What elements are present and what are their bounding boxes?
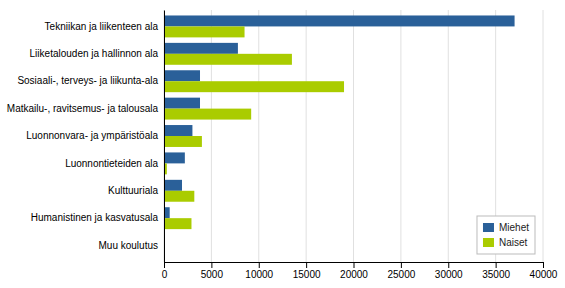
tick-label: 30000	[435, 269, 463, 280]
tick-label: Luonnontieteiden ala	[65, 158, 158, 169]
tick: 30000	[435, 262, 463, 280]
tick: 35000	[482, 262, 510, 280]
tick-mark	[543, 262, 544, 268]
tick: Luonnontieteiden ala	[65, 158, 158, 169]
tick: 40000	[530, 262, 558, 280]
tick-label: Muu koulutus	[99, 240, 158, 251]
bar	[164, 136, 202, 147]
tick: Sosiaali-, terveys- ja liikunta-ala	[17, 75, 158, 86]
bar	[164, 218, 191, 229]
bar	[164, 109, 251, 120]
tick-mark	[448, 262, 449, 268]
bar	[164, 43, 238, 54]
tick: Liiketalouden ja hallinnon ala	[30, 48, 159, 59]
tick-label: 35000	[482, 269, 510, 280]
bar	[164, 81, 344, 92]
bar	[164, 26, 245, 37]
tick-mark	[496, 262, 497, 268]
tick-mark	[401, 262, 402, 268]
grid-line	[306, 10, 307, 262]
bar	[164, 15, 515, 26]
tick-label: Matkailu-, ravitsemus- ja talousala	[7, 103, 159, 114]
axis-line	[165, 263, 544, 269]
bar	[164, 125, 192, 136]
axis-line	[164, 11, 165, 263]
bar	[164, 191, 194, 202]
tick-mark	[306, 262, 307, 268]
tick-label: Kulttuuriala	[108, 185, 158, 196]
plot: 0 5000 10000 15000 20000 25000 30000 35000 40000…	[7, 10, 558, 280]
tick-label: 40000	[530, 269, 558, 280]
tick: Kulttuuriala	[108, 185, 158, 196]
tick-label: 15000	[293, 269, 321, 280]
legend-swatch	[483, 223, 494, 232]
bar	[164, 54, 292, 65]
tick-mark	[259, 262, 260, 268]
bar	[164, 152, 185, 163]
tick-label: 0	[162, 269, 168, 280]
tick-label: Humanistinen ja kasvatusala	[31, 212, 159, 223]
tick-label: Sosiaali-, terveys- ja liikunta-ala	[17, 75, 158, 86]
grid-line	[400, 10, 401, 262]
tick-label: Liiketalouden ja hallinnon ala	[30, 48, 159, 59]
legend-box	[477, 216, 535, 254]
tick-label: 10000	[245, 269, 273, 280]
bar	[164, 70, 200, 81]
tick-label: 5000	[201, 269, 224, 280]
grid-line	[258, 10, 259, 262]
chart: 0 5000 10000 15000 20000 25000 30000 35000 40000…	[0, 0, 565, 288]
grid-line	[543, 10, 544, 262]
legend-label: Miehet	[499, 222, 529, 233]
tick: 0	[162, 262, 168, 280]
y-axis: Tekniikan ja liikenteen ala Liiketalouden…	[7, 11, 165, 263]
tick-mark	[211, 262, 212, 268]
legend-label: Naiset	[499, 237, 528, 248]
tick: 20000	[340, 262, 368, 280]
tick-label: Luonnonvara- ja ympäristöala	[26, 130, 158, 141]
tick: Humanistinen ja kasvatusala	[31, 212, 159, 223]
legend: Miehet Naiset	[477, 216, 535, 254]
tick: Luonnonvara- ja ympäristöala	[26, 130, 158, 141]
grid	[164, 10, 543, 262]
grid-line	[448, 10, 449, 262]
tick: 5000	[201, 262, 224, 280]
tick: 10000	[245, 262, 273, 280]
grid-line	[164, 10, 165, 262]
tick-mark	[354, 262, 355, 268]
tick: Matkailu-, ravitsemus- ja talousala	[7, 103, 159, 114]
tick-label: 20000	[340, 269, 368, 280]
grid-line	[353, 10, 354, 262]
tick: 25000	[387, 262, 415, 280]
bar	[164, 98, 200, 109]
tick-label: Tekniikan ja liikenteen ala	[45, 21, 159, 32]
bar	[164, 180, 182, 191]
tick: Tekniikan ja liikenteen ala	[45, 21, 159, 32]
tick-label: 25000	[387, 269, 415, 280]
bars	[164, 15, 515, 256]
tick: Muu koulutus	[99, 240, 158, 251]
tick-mark	[164, 262, 165, 268]
legend-swatch	[483, 238, 494, 247]
tick: 15000	[293, 262, 321, 280]
x-axis: 0 5000 10000 15000 20000 25000 30000 35000 40000	[162, 262, 558, 280]
